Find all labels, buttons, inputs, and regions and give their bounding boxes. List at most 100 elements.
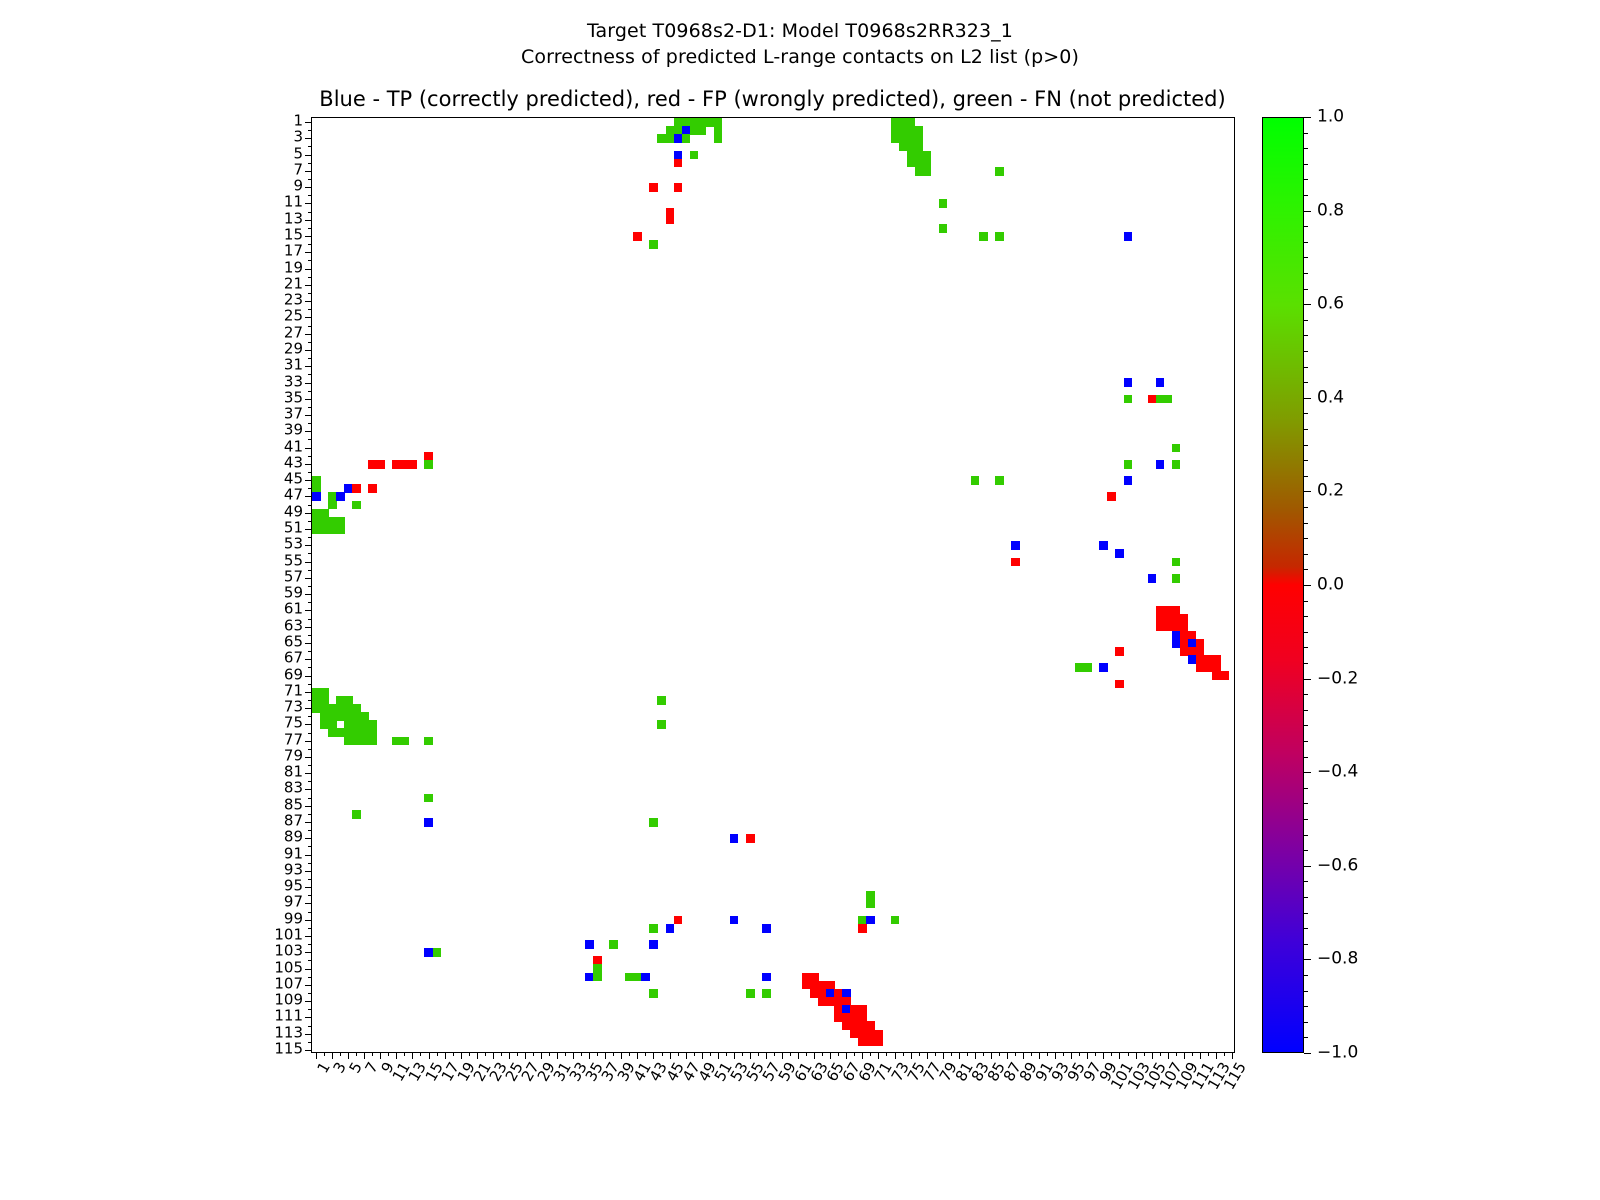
contact-cell-red (858, 1021, 867, 1031)
contact-cell-green (328, 720, 337, 730)
x-tick (926, 1052, 928, 1059)
contact-cell-red (858, 1037, 867, 1047)
x-tick (532, 1052, 534, 1056)
x-tick (1031, 1052, 1033, 1056)
y-tick-label: 39 (283, 420, 303, 439)
chart-title-block: Target T0968s2-D1: Model T0968s2RR323_1 … (0, 18, 1600, 70)
y-tick (305, 822, 312, 824)
x-tick (749, 1052, 751, 1059)
y-tick (305, 398, 312, 400)
colorbar-minor-tick (1304, 241, 1308, 243)
y-tick (308, 651, 312, 653)
contact-cell-green (424, 793, 434, 803)
contact-cell-red (1147, 394, 1157, 404)
colorbar-tick-label: −0.8 (1317, 948, 1359, 969)
contact-cell-green (609, 940, 618, 949)
contact-cell-red (842, 1013, 851, 1023)
y-tick-label: 95 (283, 876, 303, 895)
colorbar-minor-tick (1304, 600, 1308, 602)
contact-cell-green (906, 158, 916, 168)
y-tick-label: 89 (283, 827, 303, 846)
contact-cell-blue (585, 972, 594, 982)
contact-cell-green (922, 158, 932, 168)
colorbar-tick-label: 0.8 (1317, 200, 1345, 221)
x-tick (685, 1052, 687, 1059)
colorbar-minor-tick (1304, 179, 1308, 181)
contact-cell-red (1179, 622, 1189, 632)
x-tick (1087, 1052, 1089, 1059)
y-tick (308, 537, 312, 539)
y-tick-label: 29 (283, 339, 303, 358)
contact-cell-green (1075, 663, 1084, 673)
contact-cell-blue (1115, 549, 1125, 559)
contact-cell-red (1187, 630, 1197, 640)
y-tick (308, 276, 312, 278)
y-tick (305, 170, 312, 172)
contact-cell-red (874, 1037, 884, 1047)
x-axis-labels: 1 3 5 7 9 11 13 15 17 19 21 23 25 27 29 31 33 35 37 39 41 43 4… (311, 1059, 1250, 1140)
contact-map-cells (312, 118, 1234, 1052)
contact-cell-green (649, 923, 659, 933)
contact-cell-green (994, 231, 1004, 241)
contact-cell-red (818, 980, 827, 990)
colorbar-tick (1304, 1053, 1311, 1054)
colorbar-tick (1304, 865, 1311, 867)
contact-cell-red (858, 923, 867, 933)
chart-title-line2: Correctness of predicted L-range contact… (521, 46, 1079, 68)
contact-cell-green (432, 948, 442, 957)
contact-cell-green (1171, 573, 1181, 583)
x-tick (460, 1052, 462, 1059)
contact-cell-green (344, 728, 353, 738)
contact-cell-green (898, 118, 908, 127)
x-tick (540, 1052, 542, 1059)
contact-cell-red (1115, 679, 1125, 689)
y-tick (305, 122, 312, 124)
chart-legend-caption: Blue - TP (correctly predicted), red - F… (319, 87, 1226, 111)
y-tick (305, 659, 312, 661)
contact-cell-red (665, 207, 675, 217)
y-tick-label: 3 (293, 127, 303, 146)
y-tick-label: 21 (283, 274, 303, 293)
y-tick-label: 75 (283, 713, 303, 732)
y-tick-label: 99 (283, 909, 303, 928)
contact-cell-blue (761, 972, 771, 982)
contact-cell-green (328, 524, 337, 534)
contact-cell-green (898, 134, 908, 143)
contact-cell-green (994, 476, 1004, 485)
y-tick (308, 618, 312, 620)
x-tick (934, 1052, 936, 1056)
contact-cell-green (906, 134, 916, 143)
x-tick (878, 1052, 880, 1059)
x-tick (1151, 1052, 1153, 1059)
contact-cell-red (376, 459, 385, 469)
y-tick-label: 7 (293, 160, 303, 179)
x-tick (918, 1052, 920, 1056)
x-tick (1191, 1052, 1193, 1056)
contact-cell-red (1219, 671, 1229, 681)
y-tick-label: 9 (293, 176, 303, 195)
contact-cell-red (1115, 647, 1125, 656)
contact-cell-green (368, 728, 377, 738)
contact-cell-blue (585, 940, 594, 949)
y-tick-label: 79 (283, 746, 303, 765)
contact-cell-green (312, 524, 321, 534)
contact-cell-blue (1171, 630, 1181, 640)
contact-cell-green (649, 817, 659, 827)
y-tick (308, 179, 312, 181)
contact-cell-green (320, 712, 329, 721)
y-tick (305, 626, 312, 628)
colorbar-minor-tick (1304, 616, 1308, 618)
x-tick (1199, 1052, 1201, 1059)
contact-cell-red (842, 1021, 851, 1031)
y-tick (308, 358, 312, 360)
contact-cell-green (906, 118, 916, 127)
y-tick (305, 203, 312, 205)
y-tick (308, 765, 312, 767)
x-tick (814, 1052, 816, 1059)
y-tick-label: 27 (283, 323, 303, 342)
colorbar-tick (1304, 117, 1311, 118)
colorbar-gradient (1262, 117, 1304, 1053)
x-tick (1159, 1052, 1161, 1056)
contact-cell-red (392, 459, 401, 469)
y-tick (305, 870, 312, 872)
